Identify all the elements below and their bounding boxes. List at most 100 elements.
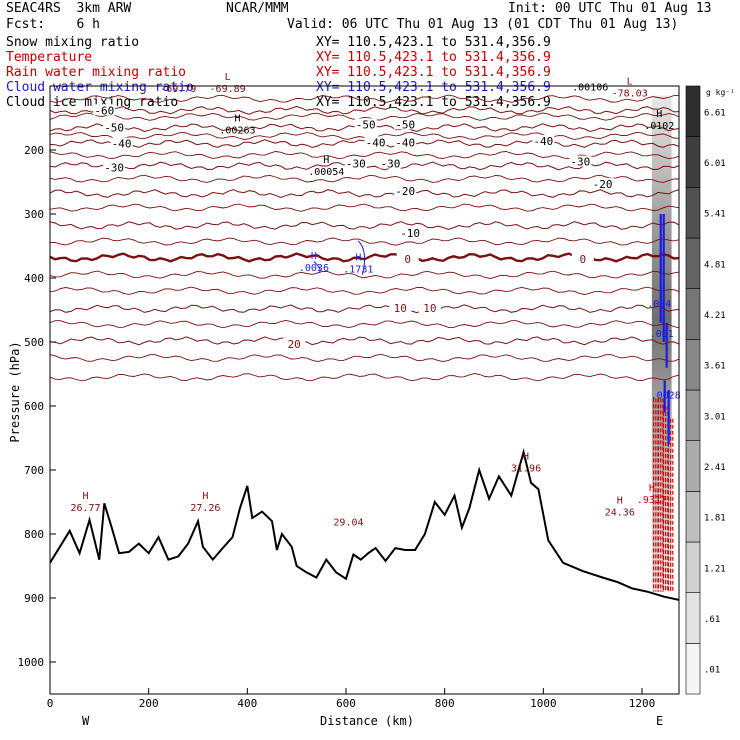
extremum-value: 29.04	[333, 517, 363, 528]
extremum-value: 24.36	[605, 508, 635, 519]
label-background	[399, 227, 422, 239]
colorbar-label: 3.01	[704, 412, 726, 422]
temperature-label: -30	[104, 161, 124, 174]
y-tick-label: 600	[24, 400, 44, 413]
temperature-contour	[50, 189, 679, 199]
extremum-marker: L	[225, 72, 231, 83]
label-background	[532, 135, 555, 147]
temperature-label: -30	[570, 156, 590, 169]
label-background	[93, 104, 116, 116]
field-xy-temperature: XY= 110.5,423.1 to 531.4,356.9	[316, 50, 551, 65]
extremum-value: .1731	[343, 264, 373, 275]
valid-time: Valid: 06 UTC Thu 01 Aug 13 (01 CDT Thu …	[287, 17, 679, 32]
colorbar-label: .01	[704, 666, 720, 676]
cloud-water-label: .0028	[651, 390, 681, 401]
colorbar-bin	[685, 339, 701, 391]
temperature-label: -30	[380, 157, 400, 170]
plot-frame	[49, 85, 680, 695]
colorbar-label: 4.81	[704, 260, 726, 270]
forecast-hour: Fcst: 6 h	[6, 17, 100, 32]
temperature-contour	[50, 286, 679, 295]
temperature-contour	[50, 304, 679, 314]
temperature-label: -40	[112, 138, 132, 151]
extremum-marker: H	[617, 496, 623, 507]
label-background	[418, 302, 441, 314]
cloud-water-contour	[357, 240, 366, 275]
temperature-label: -50	[104, 122, 124, 135]
colorbar-label: 3.61	[704, 362, 726, 372]
field-label-rain: Rain water mixing ratio	[6, 65, 187, 80]
temperature-label: -20	[593, 178, 613, 191]
colorbar-label: 6.61	[704, 108, 726, 118]
cloud-water-contour	[313, 261, 321, 274]
x-tick-label: 400	[237, 697, 257, 710]
y-tick-label: 400	[24, 272, 44, 285]
extremum-marker: H	[355, 252, 361, 263]
temperature-label: 20	[288, 338, 301, 351]
extremum-marker: L	[627, 76, 633, 87]
y-tick-label: 300	[24, 208, 44, 221]
extremum-value: 27.26	[190, 503, 220, 514]
rain-max-value: .9317	[637, 495, 667, 506]
temperature-label: -50	[356, 118, 376, 131]
temperature-contour	[50, 237, 679, 246]
colorbar-label: .61	[704, 615, 720, 625]
label-background	[103, 121, 126, 133]
extremum-marker: H	[323, 155, 329, 166]
extremum-value: 31.96	[511, 464, 541, 475]
colorbar-bin	[685, 541, 701, 593]
colorbar-bin	[685, 592, 701, 644]
y-tick-label: 200	[24, 144, 44, 157]
label-background	[110, 137, 133, 149]
x-tick-label: 600	[336, 697, 356, 710]
colorbar-bin	[685, 491, 701, 543]
extremum-value: .00106	[572, 83, 608, 94]
colorbar-bin	[685, 389, 701, 441]
colorbar-label: 2.41	[704, 463, 726, 473]
extremum-marker: H	[202, 491, 208, 502]
temperature-contour	[50, 373, 679, 382]
label-background	[103, 161, 126, 173]
x-tick-label: 1200	[629, 697, 656, 710]
temperature-label: 0	[404, 253, 411, 266]
temperature-contour	[50, 353, 679, 363]
temperature-contour	[50, 221, 679, 231]
field-label-temperature: Temperature	[6, 50, 93, 65]
field-label-cloud-water: Cloud water mixing ratio	[6, 80, 194, 95]
colorbar-bin	[685, 187, 701, 239]
x-tick-label: 1000	[530, 697, 557, 710]
model-title: SEAC4RS 3km ARW	[6, 1, 132, 16]
west-label: W	[82, 714, 90, 728]
temperature-contour	[50, 336, 679, 346]
cloud-water-label: .001	[650, 329, 674, 340]
colorbar-label: 1.21	[704, 564, 726, 574]
temperature-contour	[50, 270, 679, 279]
extremum-value: .0102	[644, 121, 674, 132]
colorbar-bin	[685, 440, 701, 492]
temperature-label: -40	[395, 136, 415, 149]
label-background	[283, 337, 306, 349]
extremum-marker: H	[83, 491, 89, 502]
temperature-contour	[50, 105, 679, 115]
temperature-contour	[50, 131, 679, 140]
center-label: NCAR/MMM	[226, 1, 289, 16]
extremum-value: -78.03	[612, 88, 648, 99]
temperature-contour	[50, 203, 679, 212]
label-background	[394, 184, 417, 196]
temperature-label: -40	[366, 136, 386, 149]
colorbar-label: 1.81	[704, 514, 726, 524]
extremum-value: .00263	[219, 126, 255, 137]
rain-max-marker: H	[649, 483, 655, 494]
temperature-contour	[50, 139, 679, 149]
field-label-snow: Snow mixing ratio	[6, 35, 140, 50]
label-background	[379, 157, 402, 169]
temperature-label: 10	[394, 302, 407, 315]
extremum-value: -69.89	[210, 84, 246, 95]
temperature-contour	[50, 174, 679, 183]
temperature-label: -60	[94, 104, 114, 117]
colorbar-bin	[685, 288, 701, 340]
temperature-label: -50	[395, 118, 415, 131]
y-tick-label: 700	[24, 464, 44, 477]
x-axis-label: Distance (km)	[320, 714, 414, 728]
